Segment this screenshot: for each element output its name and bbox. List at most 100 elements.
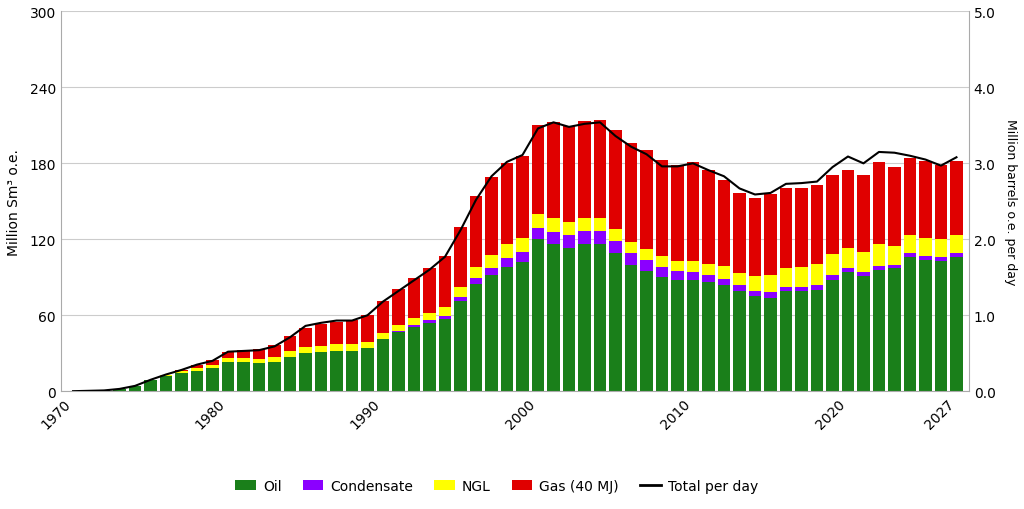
Bar bbox=[764, 293, 776, 298]
Bar bbox=[531, 126, 544, 215]
Bar bbox=[655, 161, 669, 257]
Bar bbox=[501, 259, 513, 268]
Bar bbox=[672, 271, 684, 280]
Bar bbox=[702, 265, 715, 276]
Bar bbox=[594, 121, 606, 219]
Bar bbox=[485, 275, 498, 391]
Bar bbox=[190, 365, 203, 369]
Bar bbox=[563, 236, 575, 249]
Bar bbox=[423, 313, 435, 321]
Bar bbox=[501, 268, 513, 391]
Bar bbox=[439, 320, 452, 391]
Bar bbox=[423, 321, 435, 323]
Bar bbox=[609, 131, 622, 230]
Bar bbox=[950, 253, 963, 258]
Bar bbox=[563, 127, 575, 223]
Bar bbox=[609, 242, 622, 253]
Bar bbox=[455, 302, 467, 391]
Bar bbox=[314, 346, 328, 352]
Bar bbox=[733, 286, 745, 292]
Bar bbox=[455, 287, 467, 297]
Bar bbox=[268, 345, 281, 357]
Bar bbox=[640, 249, 652, 261]
Bar bbox=[609, 253, 622, 391]
Bar bbox=[346, 321, 358, 345]
Bar bbox=[361, 342, 374, 349]
Bar bbox=[190, 369, 203, 371]
Bar bbox=[361, 316, 374, 342]
Legend: Oil, Condensate, NGL, Gas (40 MJ), Total per day: Oil, Condensate, NGL, Gas (40 MJ), Total… bbox=[229, 473, 763, 498]
Bar bbox=[733, 292, 745, 391]
Bar bbox=[749, 276, 761, 292]
Bar bbox=[904, 258, 916, 391]
Bar bbox=[222, 352, 234, 358]
Bar bbox=[144, 380, 157, 381]
Bar bbox=[796, 189, 808, 267]
Bar bbox=[516, 263, 528, 391]
Bar bbox=[904, 253, 916, 258]
Bar bbox=[516, 239, 528, 252]
Bar bbox=[749, 198, 761, 276]
Bar bbox=[655, 257, 669, 268]
Bar bbox=[547, 245, 560, 391]
Bar bbox=[811, 290, 823, 391]
Bar bbox=[408, 319, 420, 326]
Bar bbox=[811, 186, 823, 265]
Bar bbox=[423, 323, 435, 391]
Bar bbox=[439, 257, 452, 307]
Bar bbox=[361, 349, 374, 391]
Bar bbox=[625, 144, 637, 242]
Bar bbox=[687, 163, 699, 261]
Bar bbox=[206, 368, 219, 391]
Bar bbox=[826, 276, 839, 280]
Y-axis label: Million barrels o.e. per day: Million barrels o.e. per day bbox=[1005, 119, 1017, 285]
Bar bbox=[780, 287, 793, 292]
Bar bbox=[485, 268, 498, 275]
Bar bbox=[672, 165, 684, 261]
Bar bbox=[160, 375, 172, 376]
Bar bbox=[392, 290, 404, 325]
Bar bbox=[904, 236, 916, 253]
Bar bbox=[501, 245, 513, 259]
Bar bbox=[299, 328, 311, 347]
Bar bbox=[718, 266, 730, 279]
Bar bbox=[655, 268, 669, 278]
Bar bbox=[672, 280, 684, 391]
Bar bbox=[579, 219, 591, 232]
Bar bbox=[920, 260, 932, 391]
Bar bbox=[780, 292, 793, 391]
Bar bbox=[408, 327, 420, 391]
Bar bbox=[547, 123, 560, 219]
Bar bbox=[331, 351, 343, 391]
Bar bbox=[842, 171, 854, 249]
Bar bbox=[764, 194, 776, 275]
Bar bbox=[702, 171, 715, 265]
Bar bbox=[299, 347, 311, 354]
Bar bbox=[640, 261, 652, 271]
Bar bbox=[687, 273, 699, 280]
Bar bbox=[811, 265, 823, 286]
Bar bbox=[144, 381, 157, 391]
Bar bbox=[796, 287, 808, 292]
Bar bbox=[857, 176, 869, 252]
Bar bbox=[857, 273, 869, 276]
Bar bbox=[222, 362, 234, 391]
Bar bbox=[904, 159, 916, 236]
Bar bbox=[563, 223, 575, 236]
Bar bbox=[594, 245, 606, 391]
Bar bbox=[579, 232, 591, 245]
Bar bbox=[516, 156, 528, 239]
Bar bbox=[470, 284, 482, 391]
Bar bbox=[857, 252, 869, 273]
Bar bbox=[392, 332, 404, 391]
Bar bbox=[625, 242, 637, 253]
Bar bbox=[284, 336, 296, 352]
Bar bbox=[749, 297, 761, 391]
Bar bbox=[392, 331, 404, 332]
Bar bbox=[253, 359, 265, 363]
Bar bbox=[718, 279, 730, 286]
Bar bbox=[950, 258, 963, 391]
Bar bbox=[842, 249, 854, 269]
Bar bbox=[872, 266, 885, 270]
Bar bbox=[222, 358, 234, 362]
